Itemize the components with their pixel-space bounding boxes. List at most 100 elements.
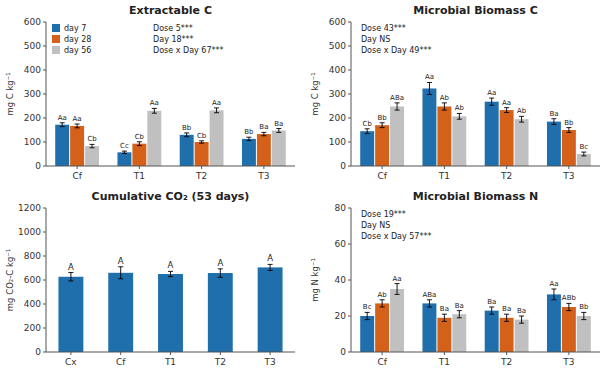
error-bar: [395, 284, 400, 295]
error-bar: [365, 312, 370, 319]
error-bar: [246, 137, 251, 140]
x-tick-label: T3: [257, 171, 269, 181]
bar: [272, 130, 286, 166]
error-bar: [152, 108, 157, 113]
bar: [210, 110, 224, 166]
data-label: Ab: [440, 94, 450, 102]
labels: AaAaCbCcCbAaBbCbAaBbBaBa: [58, 99, 284, 150]
annotation: Dose 43***: [361, 24, 406, 33]
y-tick-label: 100: [24, 137, 41, 147]
annotation: Day NS: [361, 35, 390, 44]
annotation: Dose x Day 57***: [361, 232, 431, 241]
data-label: Aa: [150, 99, 159, 107]
bar: [360, 316, 374, 352]
error-bar: [60, 123, 65, 127]
x-tick-label: T3: [263, 357, 275, 367]
error-bar: [504, 108, 509, 113]
panel: Extractable Cmg C kg⁻¹010020030040050060…: [5, 4, 296, 181]
error-bar: [566, 303, 571, 310]
y-tick-label: 600: [24, 275, 41, 285]
y-axis: [46, 208, 47, 352]
y-axis: [46, 22, 47, 166]
y-tick-label: 60: [335, 239, 347, 249]
error-bar: [276, 129, 281, 133]
legend-label: day 56: [64, 46, 91, 55]
error-bar: [122, 151, 127, 153]
bar: [257, 134, 271, 166]
y-axis: [351, 208, 352, 352]
data-label: Ba: [455, 302, 464, 310]
bar: [485, 311, 499, 352]
error-bar: [442, 314, 447, 321]
error-bar: [489, 307, 494, 314]
error-bar: [118, 267, 123, 279]
error-bar: [199, 141, 204, 143]
data-label: Aa: [393, 275, 402, 283]
bar: [562, 307, 576, 352]
data-label: Ba: [274, 120, 283, 128]
chart-title: Microbial Biomass N: [413, 190, 539, 203]
plot-area: [360, 284, 591, 352]
error-bar: [581, 312, 586, 319]
error-bar: [380, 123, 385, 128]
y-tick-label: 200: [329, 113, 346, 123]
legend-swatch: [52, 24, 60, 32]
legend-label: day 7: [64, 24, 86, 33]
x-axis: [351, 166, 600, 167]
y-tick-label: 0: [35, 347, 41, 357]
error-bar: [380, 300, 385, 307]
error-bar: [519, 316, 524, 323]
chart-title: Extractable C: [129, 4, 212, 17]
data-label: Ba: [259, 123, 268, 131]
data-label: Cc: [120, 142, 129, 150]
labels: CbBbABaAaAbAbAaAaAbBaBbBc: [363, 73, 589, 151]
error-bar: [137, 142, 142, 146]
bar: [258, 267, 283, 352]
x-tick-label: T2: [500, 171, 512, 181]
bar: [515, 119, 529, 166]
error-bar: [457, 311, 462, 318]
plot-area: [58, 264, 282, 352]
bar: [375, 303, 389, 352]
data-label: Cb: [135, 133, 145, 141]
bar: [577, 154, 591, 166]
error-bar: [566, 128, 571, 133]
y-tick-label: 500: [24, 41, 41, 51]
data-label: Cb: [197, 132, 207, 140]
y-axis: [351, 22, 352, 166]
data-label: A: [168, 260, 174, 270]
error-bar: [442, 103, 447, 110]
bar: [117, 152, 131, 166]
y-tick-label: 500: [329, 41, 346, 51]
y-tick-label: 40: [335, 275, 347, 285]
bar: [562, 130, 576, 166]
y-tick-label: 0: [340, 347, 346, 357]
data-label: Aa: [73, 115, 82, 123]
data-label: Ba: [440, 305, 449, 313]
x-tick-label: Cf: [116, 357, 126, 367]
data-label: ABa: [422, 291, 436, 299]
bar: [452, 314, 466, 352]
plot-area: [55, 108, 286, 166]
bar: [158, 274, 183, 352]
annotation: Dose 5***: [153, 24, 193, 33]
bar: [195, 142, 209, 166]
bar: [360, 131, 374, 166]
data-label: Aa: [502, 99, 511, 107]
y-tick-label: 0: [340, 161, 346, 171]
annotation: Dose 19***: [361, 210, 406, 219]
y-tick-label: 300: [24, 89, 41, 99]
error-bar: [395, 103, 400, 110]
data-label: Cb: [363, 120, 373, 128]
x-axis: [351, 352, 600, 353]
y-tick-label: 1000: [18, 227, 41, 237]
error-bar: [427, 82, 432, 94]
x-axis: [46, 166, 295, 167]
x-tick-label: T2: [195, 171, 207, 181]
data-label: ABa: [390, 94, 404, 102]
error-bar: [551, 119, 556, 125]
data-label: Bb: [182, 124, 192, 132]
bar: [147, 111, 161, 166]
bar: [515, 320, 529, 352]
x-tick-label: T2: [214, 357, 226, 367]
